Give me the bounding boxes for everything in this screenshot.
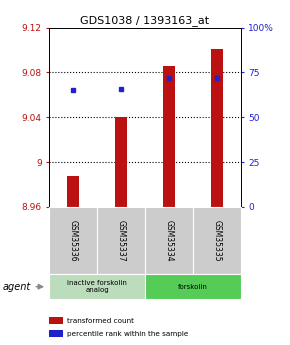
Bar bbox=[163, 66, 175, 207]
Text: percentile rank within the sample: percentile rank within the sample bbox=[67, 331, 188, 337]
Bar bbox=[115, 117, 127, 207]
Bar bbox=[67, 176, 79, 207]
Text: GSM35336: GSM35336 bbox=[69, 220, 78, 262]
Text: inactive forskolin
analog: inactive forskolin analog bbox=[67, 280, 127, 293]
Text: GDS1038 / 1393163_at: GDS1038 / 1393163_at bbox=[80, 16, 210, 27]
Text: transformed count: transformed count bbox=[67, 318, 134, 324]
Text: forskolin: forskolin bbox=[178, 284, 208, 290]
Text: GSM35337: GSM35337 bbox=[117, 220, 126, 262]
Text: agent: agent bbox=[3, 282, 31, 292]
Bar bbox=[211, 49, 223, 207]
Text: GSM35334: GSM35334 bbox=[164, 220, 173, 262]
Text: GSM35335: GSM35335 bbox=[212, 220, 221, 262]
